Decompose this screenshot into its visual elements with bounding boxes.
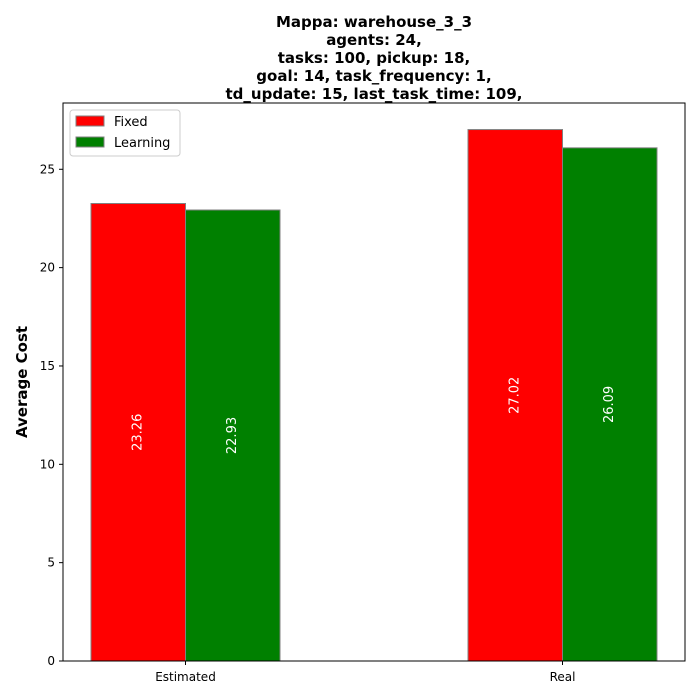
bar-value-label: 26.09 <box>602 386 617 423</box>
legend-swatch-fixed <box>75 115 105 127</box>
legend-label-fixed: Fixed <box>114 115 148 130</box>
y-tick-label: 20 <box>40 261 55 275</box>
y-axis: 0 5 10 15 20 25 <box>40 162 63 668</box>
legend-label-learning: Learning <box>114 136 170 151</box>
x-tick-label: Real <box>550 670 576 684</box>
bar-fixed-real <box>467 129 563 662</box>
bar-value-label: 23.26 <box>131 414 146 451</box>
bar-value-label: 27.02 <box>508 377 523 414</box>
legend-swatch-learning <box>75 136 105 148</box>
y-axis-label: Average Cost <box>13 326 31 438</box>
legend: Fixed Learning <box>69 109 181 157</box>
y-tick-label: 15 <box>40 359 55 373</box>
bar-learning-real <box>562 147 658 662</box>
x-axis: Estimated Real <box>155 661 575 684</box>
y-tick-label: 10 <box>40 457 55 471</box>
bars <box>90 129 658 662</box>
title-line: tasks: 100, pickup: 18, <box>278 49 471 67</box>
bar-value-label: 22.93 <box>225 417 240 454</box>
title-line: agents: 24, <box>326 31 422 49</box>
y-tick-label: 5 <box>47 556 55 570</box>
bar-value-labels: 23.26 22.93 27.02 26.09 <box>131 377 618 454</box>
plot-frame <box>62 102 686 662</box>
x-tick-label: Estimated <box>155 670 216 684</box>
y-tick-label: 0 <box>47 654 55 668</box>
title-line: goal: 14, task_frequency: 1, <box>256 67 491 85</box>
y-tick-label: 25 <box>40 162 55 176</box>
title-line: Mappa: warehouse_3_3 <box>276 13 472 31</box>
title-line: td_update: 15, last_task_time: 109, <box>226 85 523 103</box>
bar-fixed-estimated <box>90 203 186 662</box>
bar-learning-estimated <box>185 209 281 662</box>
